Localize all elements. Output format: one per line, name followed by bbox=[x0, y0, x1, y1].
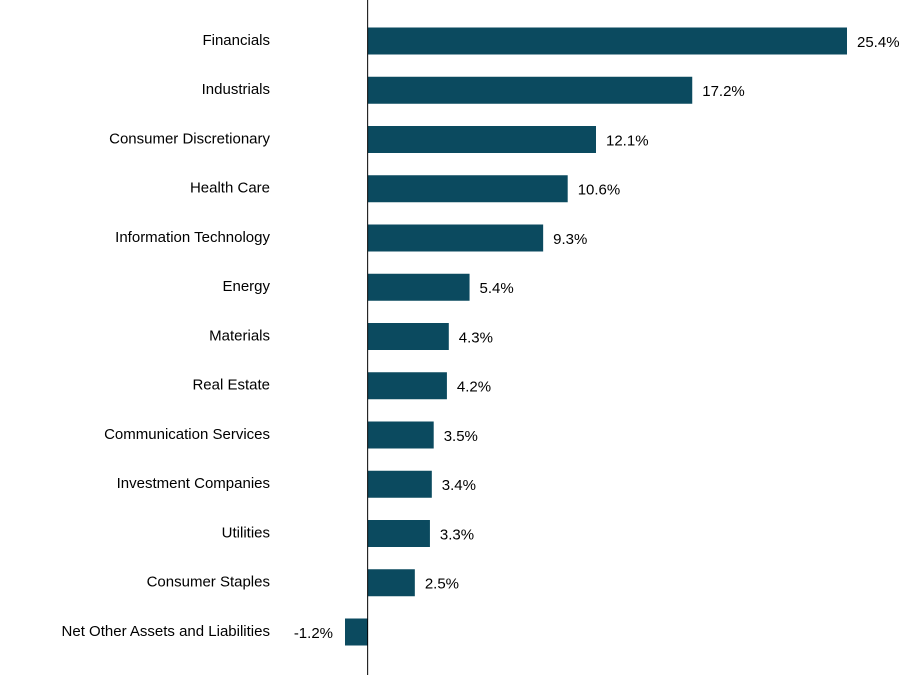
bar bbox=[367, 323, 449, 350]
bar bbox=[345, 618, 368, 646]
bar bbox=[367, 27, 847, 55]
category-label: Investment Companies bbox=[117, 475, 270, 492]
value-label: 12.1% bbox=[606, 132, 649, 149]
category-label: Financials bbox=[202, 32, 270, 49]
category-label: Consumer Discretionary bbox=[109, 130, 270, 147]
bar bbox=[367, 520, 430, 547]
bar bbox=[367, 421, 434, 449]
value-label: 3.3% bbox=[440, 526, 474, 543]
category-label: Communication Services bbox=[104, 426, 270, 443]
bar bbox=[367, 175, 568, 203]
bar bbox=[367, 76, 693, 104]
value-label: 5.4% bbox=[480, 280, 514, 297]
bar bbox=[367, 273, 470, 301]
category-label: Utilities bbox=[222, 524, 270, 541]
value-label: 25.4% bbox=[857, 34, 900, 51]
bar bbox=[367, 224, 544, 252]
category-label: Materials bbox=[209, 327, 270, 344]
category-label: Energy bbox=[222, 278, 270, 295]
value-label: -1.2% bbox=[294, 625, 333, 642]
value-label: 10.6% bbox=[578, 182, 621, 199]
value-label: 3.5% bbox=[444, 428, 478, 445]
bar bbox=[367, 372, 447, 400]
value-label: 3.4% bbox=[442, 477, 476, 494]
value-label: 4.3% bbox=[459, 329, 493, 346]
category-label: Information Technology bbox=[115, 229, 270, 246]
category-label: Real Estate bbox=[192, 377, 270, 394]
bar bbox=[367, 126, 596, 153]
bar bbox=[367, 569, 415, 597]
value-label: 4.2% bbox=[457, 379, 491, 396]
bar bbox=[367, 470, 432, 498]
category-label: Consumer Staples bbox=[147, 574, 270, 591]
category-label: Industrials bbox=[202, 81, 270, 98]
value-label: 9.3% bbox=[553, 231, 587, 248]
category-label: Net Other Assets and Liabilities bbox=[62, 623, 270, 640]
value-label: 2.5% bbox=[425, 576, 459, 593]
category-label: Health Care bbox=[190, 180, 270, 197]
value-label: 17.2% bbox=[702, 83, 745, 100]
